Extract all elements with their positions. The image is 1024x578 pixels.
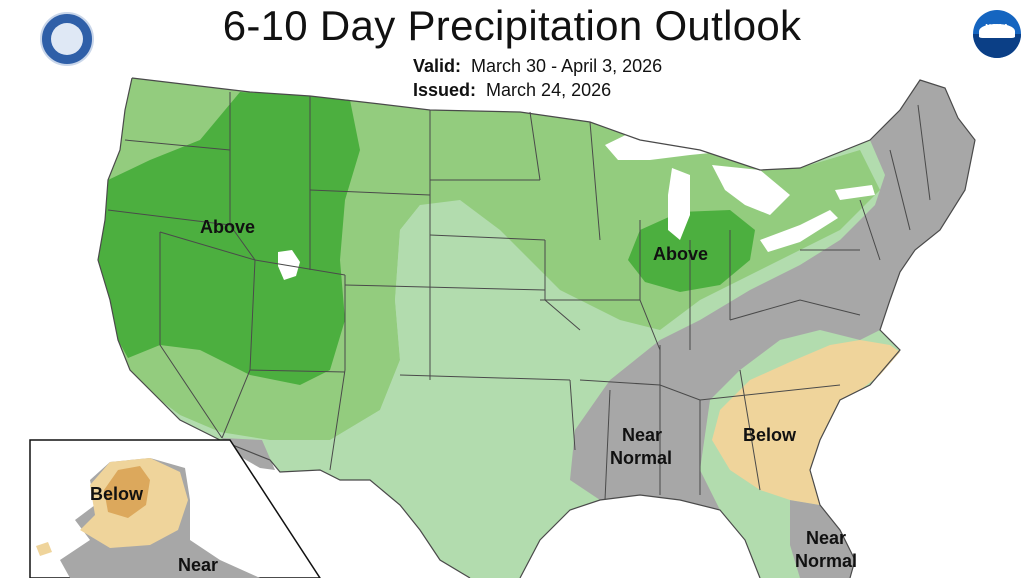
above-strong-west xyxy=(98,92,360,385)
label-gulf-normal: Normal xyxy=(610,448,672,468)
label-alaska-below: Below xyxy=(90,484,144,504)
seal-center xyxy=(51,23,83,55)
valid-dates: Valid: March 30 - April 3, 2026 xyxy=(413,56,662,77)
state-borders xyxy=(107,92,931,501)
lake-ontario xyxy=(835,185,875,200)
near-normal-east xyxy=(570,80,975,510)
above-light-pocket xyxy=(330,200,660,578)
issued-value: March 24, 2026 xyxy=(486,80,612,100)
lake-erie xyxy=(760,210,838,252)
department-of-commerce-seal-icon xyxy=(40,12,94,66)
below-southeast xyxy=(712,340,900,505)
label-alaska-near: Near xyxy=(178,555,218,575)
lake-huron xyxy=(712,165,790,215)
alaska-below-medium xyxy=(104,466,150,518)
valid-label: Valid: xyxy=(413,56,462,76)
near-normal-florida xyxy=(790,500,855,578)
alaska-inset xyxy=(29,439,321,578)
alaska-island xyxy=(36,542,52,556)
issued-date: Issued: March 24, 2026 xyxy=(413,80,611,101)
label-midwest-above: Above xyxy=(653,244,708,264)
page-title: 6-10 Day Precipitation Outlook xyxy=(222,2,802,49)
label-gulf-near: Near xyxy=(622,425,662,445)
noaa-bird xyxy=(979,24,1015,38)
label-florida-normal: Normal xyxy=(795,551,857,571)
label-west-above: Above xyxy=(200,217,255,237)
issued-label: Issued: xyxy=(413,80,477,100)
above-strong-midwest xyxy=(628,210,755,292)
noaa-text: NOAA xyxy=(985,23,1009,32)
conus-outline xyxy=(97,77,976,578)
lake-michigan xyxy=(668,168,690,240)
label-florida-near: Near xyxy=(806,528,846,548)
valid-value: March 30 - April 3, 2026 xyxy=(471,56,663,76)
label-southeast-below: Below xyxy=(743,425,797,445)
great-salt-lake xyxy=(278,250,300,280)
noaa-logo-icon: NOAA xyxy=(973,10,1021,58)
